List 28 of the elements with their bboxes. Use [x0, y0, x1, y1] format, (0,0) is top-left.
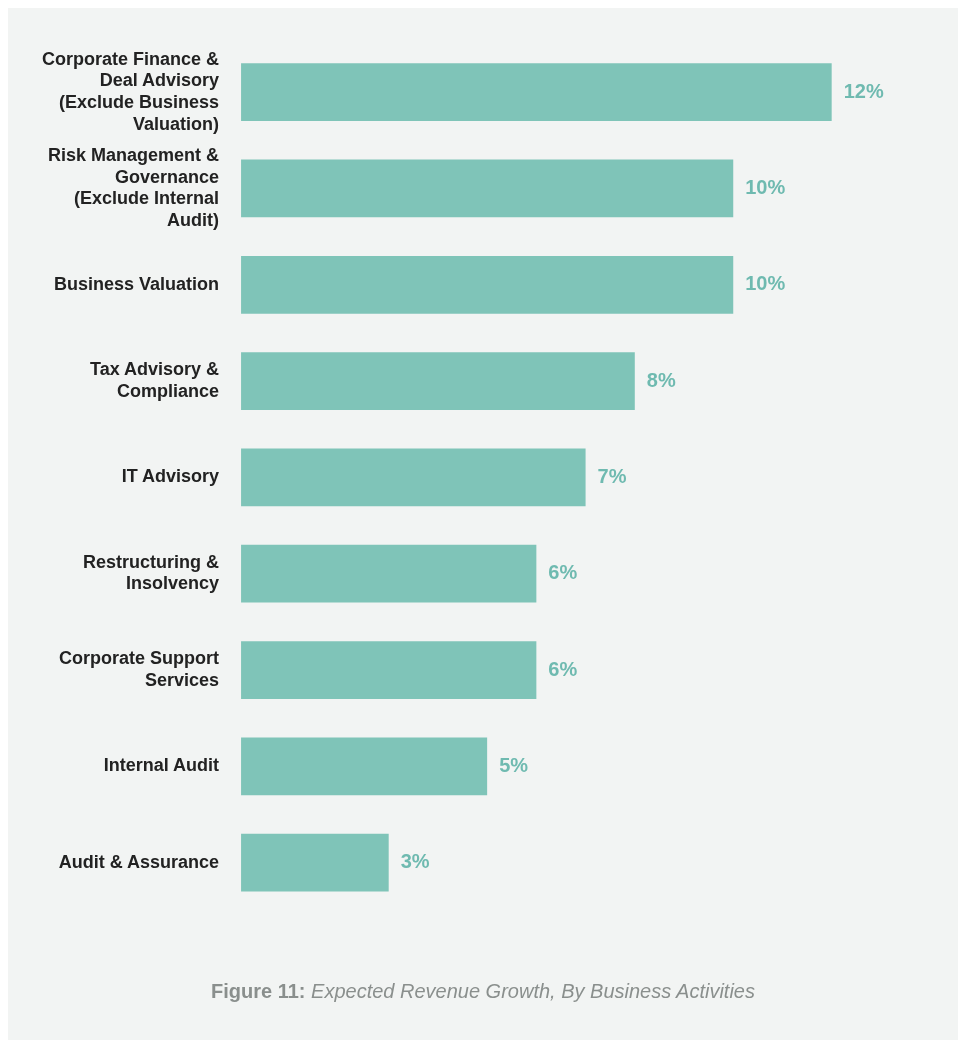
bar — [241, 448, 586, 507]
data-label: 5% — [499, 753, 529, 776]
bar — [241, 641, 537, 699]
bar — [241, 255, 734, 314]
y-tick-label: Tax Advisory & Compliance — [89, 359, 220, 401]
y-tick-label: Internal Audit — [103, 755, 220, 776]
caption: Figure 11: Expected Revenue Growth, By Business Activities — [211, 980, 755, 1002]
bar — [241, 833, 389, 892]
data-label: 3% — [400, 850, 430, 873]
y-tick-label: Risk Management & Governance (Exclude Internal Audit) — [47, 145, 220, 230]
data-label: 8% — [646, 368, 676, 391]
bar — [241, 544, 537, 603]
data-label: 12% — [843, 79, 884, 102]
data-label: 6% — [548, 657, 578, 680]
data-label: 10% — [745, 272, 786, 295]
y-tick-label: Corporate Finance & Deal Advisory (Exclude Business Valuation) — [42, 48, 220, 134]
data-label: 10% — [745, 175, 786, 198]
data-label: 7% — [597, 464, 627, 487]
bar — [241, 63, 832, 122]
bar — [241, 352, 635, 410]
y-tick-label: Business Valuation — [53, 273, 220, 294]
y-tick-label: IT Advisory — [121, 466, 220, 487]
data-label: 6% — [548, 561, 578, 584]
bar — [241, 159, 734, 218]
bar — [241, 737, 488, 796]
y-tick-label: Corporate Support Services — [59, 648, 220, 690]
y-tick-label: Audit & Assurance — [58, 851, 220, 872]
y-tick-label: Restructuring & Insolvency — [83, 551, 220, 594]
